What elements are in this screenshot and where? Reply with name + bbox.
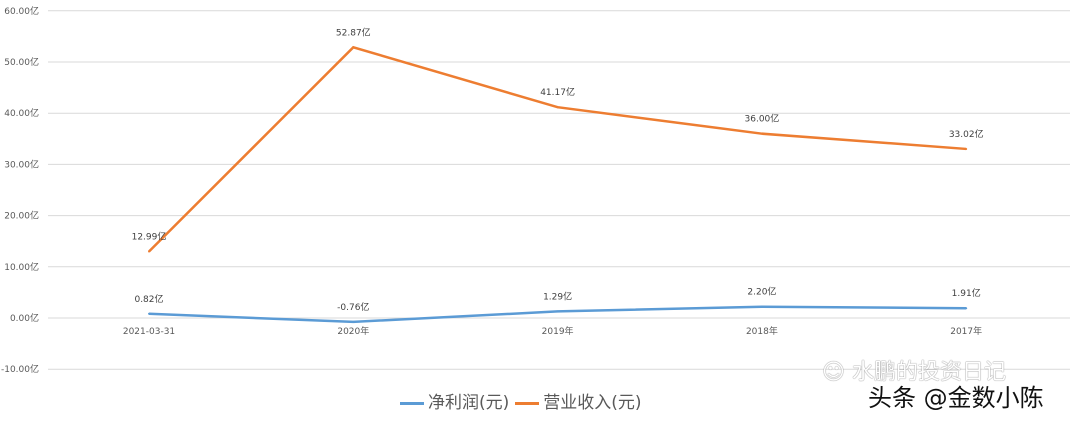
data-point <box>148 312 150 315</box>
legend-label: 营业收入(元) <box>543 393 642 413</box>
x-tick-label: 2019年 <box>542 325 574 337</box>
data-label: 33.02亿 <box>949 128 984 140</box>
legend-swatch <box>400 401 424 405</box>
data-label: 36.00亿 <box>745 113 780 125</box>
y-tick-label: 40.00亿 <box>4 107 39 119</box>
y-tick-label: 10.00亿 <box>4 261 39 273</box>
wechat-icon: ☺ <box>822 360 845 385</box>
data-label: 52.87亿 <box>336 26 371 38</box>
data-point <box>965 147 968 150</box>
x-tick-label: 2020年 <box>337 325 369 337</box>
y-tick-label: 60.00亿 <box>4 5 39 17</box>
legend-swatch <box>515 401 540 405</box>
x-tick-label: 2021-03-31 <box>123 327 175 337</box>
data-point <box>965 307 968 310</box>
data-label: -0.76亿 <box>337 301 369 313</box>
legend: 净利润(元) 营业收入(元) <box>400 388 642 413</box>
data-label: 2.20亿 <box>747 286 776 298</box>
legend-item-revenue: 营业收入(元) <box>515 388 642 413</box>
data-point <box>148 250 150 253</box>
watermark-toutiao: 头条 @金数小陈 <box>868 384 1044 412</box>
data-label: 41.17亿 <box>540 86 575 98</box>
data-label: 0.82亿 <box>134 293 163 305</box>
series-line-0 <box>148 305 967 324</box>
data-point <box>760 132 763 135</box>
watermark-text: 水鹏的投资日记 <box>851 360 1006 385</box>
data-label: 12.99亿 <box>132 230 167 242</box>
series-line-1 <box>148 45 967 253</box>
watermark-wechat: ☺ 水鹏的投资日记 <box>822 354 1006 386</box>
data-label: 1.91亿 <box>952 287 981 299</box>
data-point <box>352 320 355 323</box>
data-point <box>352 46 355 49</box>
legend-item-net-profit: 净利润(元) <box>400 388 509 413</box>
y-tick-label: 0.00亿 <box>10 312 39 324</box>
data-point <box>556 310 559 313</box>
x-tick-label: 2017年 <box>950 325 982 337</box>
legend-label: 净利润(元) <box>428 393 510 413</box>
data-label: 1.29亿 <box>543 290 572 302</box>
y-tick-label: 20.00亿 <box>4 210 39 222</box>
data-point <box>760 305 763 308</box>
y-tick-label: 30.00亿 <box>4 158 39 170</box>
y-tick-label: -10.00亿 <box>1 363 39 375</box>
x-tick-label: 2018年 <box>746 325 778 337</box>
y-tick-label: 50.00亿 <box>4 56 39 68</box>
data-point <box>556 106 559 109</box>
